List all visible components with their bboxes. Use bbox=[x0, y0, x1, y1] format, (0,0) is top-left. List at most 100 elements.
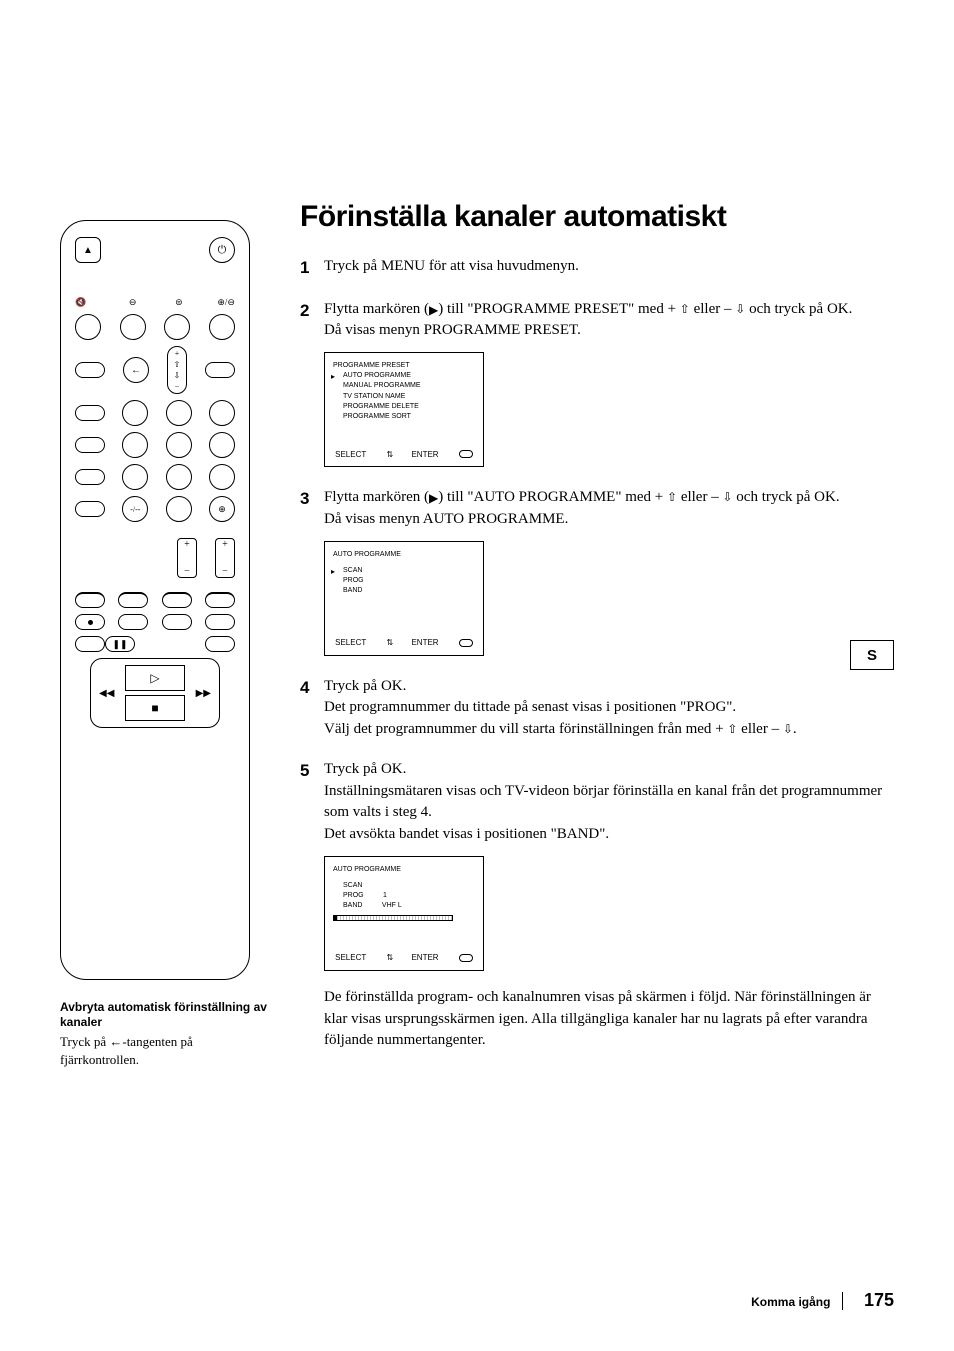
step-text: Inställningsmätaren visas och TV-videon … bbox=[324, 781, 894, 825]
step-number: 1 bbox=[300, 256, 324, 281]
screen-line: AUTO PROGRAMME bbox=[343, 371, 475, 381]
screen-line: BAND VHF L bbox=[343, 901, 475, 911]
sidenote: Avbryta automatisk förinställning av kan… bbox=[60, 1000, 270, 1068]
remote-btn-icon bbox=[120, 314, 146, 340]
step-2: 2 Flytta markören (▶) till "PROGRAMME PR… bbox=[300, 299, 894, 470]
step-number: 5 bbox=[300, 759, 324, 1052]
step-text: Flytta markören (▶) till "AUTO PROGRAMME… bbox=[324, 487, 894, 509]
remote-num-icon bbox=[209, 400, 235, 426]
remote-num-icon bbox=[122, 432, 148, 458]
pause-button-icon: ❚❚ bbox=[105, 636, 135, 652]
remote-btn-icon bbox=[75, 636, 105, 652]
remote-num-icon bbox=[209, 464, 235, 490]
footer-section: Komma igång bbox=[751, 1295, 830, 1309]
cursor-icon: ▸ bbox=[331, 566, 335, 578]
remote-num-icon: ⊕ bbox=[209, 496, 235, 522]
remote-btn-icon bbox=[75, 405, 105, 421]
left-column: ▲ ⏻ 🔇⊖⊜⊕/⊖ ← +⇧⇩− -/--⊕ bbox=[60, 220, 270, 980]
footer-page-number: 175 bbox=[864, 1290, 894, 1310]
screen-line: MANUAL PROGRAMME bbox=[343, 381, 475, 391]
remote-num-icon bbox=[166, 432, 192, 458]
step-text: Tryck på OK. bbox=[324, 759, 894, 781]
stop-button-icon: ■ bbox=[125, 695, 185, 721]
rewind-icon: ◀◀ bbox=[99, 688, 114, 699]
screen-auto-programme: AUTO PROGRAMME ▸ SCAN PROG BAND SELECT⇅E… bbox=[324, 541, 484, 656]
play-button-icon: ▷ bbox=[125, 665, 185, 691]
remote-btn-icon bbox=[162, 614, 192, 630]
final-paragraph: De förinställda program- och kanalnumren… bbox=[324, 987, 894, 1052]
step-text: Flytta markören (▶) till "PROGRAMME PRES… bbox=[324, 299, 894, 321]
step-text: Tryck på OK. bbox=[324, 676, 894, 698]
ffwd-icon: ▶▶ bbox=[196, 688, 211, 699]
updown-icon: ⇅ bbox=[387, 449, 392, 461]
cursor-icon: ▸ bbox=[331, 371, 335, 383]
screen-programme-preset: PROGRAMME PRESET ▸ AUTO PROGRAMME MANUAL… bbox=[324, 352, 484, 467]
remote-btn-icon: ← bbox=[123, 357, 149, 383]
step-1: 1 Tryck på MENU för att visa huvudmenyn. bbox=[300, 256, 894, 281]
sidenote-heading: Avbryta automatisk förinställning av kan… bbox=[60, 1000, 270, 1030]
remote-btn-icon bbox=[75, 592, 105, 608]
remote-num-icon bbox=[122, 400, 148, 426]
remote-illustration: ▲ ⏻ 🔇⊖⊜⊕/⊖ ← +⇧⇩− -/--⊕ bbox=[60, 220, 250, 980]
language-side-tab: S bbox=[850, 640, 894, 670]
remote-btn-icon bbox=[205, 592, 235, 608]
remote-num-icon bbox=[166, 496, 192, 522]
step-text: Välj det programnummer du vill starta fö… bbox=[324, 719, 894, 741]
step-text: Tryck på MENU för att visa huvudmenyn. bbox=[324, 256, 894, 281]
ok-oval-icon bbox=[459, 954, 473, 962]
nav-up-down-icon: +⇧⇩− bbox=[167, 346, 187, 394]
footer-divider bbox=[842, 1292, 843, 1310]
remote-btn-icon bbox=[205, 614, 235, 630]
step-number: 4 bbox=[300, 676, 324, 741]
remote-btn-icon bbox=[75, 501, 105, 517]
main-content: Förinställa kanaler automatiskt 1 Tryck … bbox=[300, 200, 894, 1052]
updown-icon: ⇅ bbox=[387, 637, 392, 649]
remote-num-icon bbox=[166, 400, 192, 426]
sidenote-body: Tryck på ←-tangenten på fjärrkontrollen. bbox=[60, 1033, 270, 1068]
step-4: 4 Tryck på OK. Det programnummer du titt… bbox=[300, 676, 894, 741]
step-number: 2 bbox=[300, 299, 324, 470]
screen-line: PROG 1 bbox=[343, 891, 475, 901]
eject-button-icon: ▲ bbox=[75, 237, 101, 263]
volume-rocker-icon: +− bbox=[177, 538, 197, 578]
remote-btn-icon bbox=[118, 614, 148, 630]
remote-num-icon bbox=[209, 432, 235, 458]
screen-line: PROGRAMME DELETE bbox=[343, 402, 475, 412]
ok-oval-icon bbox=[459, 639, 473, 647]
screen-line: AUTO PROGRAMME bbox=[333, 550, 475, 560]
screen-line: PROGRAMME PRESET bbox=[333, 361, 475, 371]
transport-pad-icon: ◀◀ ▷ ■ ▶▶ bbox=[90, 658, 220, 728]
step-text: Det programnummer du tittade på senast v… bbox=[324, 697, 894, 719]
remote-btn-icon bbox=[118, 592, 148, 608]
step-5: 5 Tryck på OK. Inställningsmätaren visas… bbox=[300, 759, 894, 1052]
screen-line: SCAN bbox=[343, 566, 475, 576]
screen-line: TV STATION NAME bbox=[343, 392, 475, 402]
step-text: Då visas menyn AUTO PROGRAMME. bbox=[324, 509, 894, 531]
progress-bar bbox=[333, 915, 453, 921]
remote-btn-icon bbox=[75, 469, 105, 485]
step-text: Det avsökta bandet visas i positionen "B… bbox=[324, 824, 894, 846]
remote-btn-icon bbox=[75, 362, 105, 378]
channel-rocker-icon: +− bbox=[215, 538, 235, 578]
remote-btn-icon bbox=[75, 314, 101, 340]
screen-scanning: AUTO PROGRAMME SCAN PROG 1 BAND VHF L SE… bbox=[324, 856, 484, 971]
remote-num-icon: -/-- bbox=[122, 496, 148, 522]
screen-footer: SELECT⇅ENTER bbox=[325, 449, 483, 461]
remote-num-icon bbox=[166, 464, 192, 490]
screen-footer: SELECT⇅ENTER bbox=[325, 952, 483, 964]
step-3: 3 Flytta markören (▶) till "AUTO PROGRAM… bbox=[300, 487, 894, 658]
step-number: 3 bbox=[300, 487, 324, 658]
page-footer: Komma igång 175 bbox=[751, 1290, 894, 1311]
remote-btn-icon bbox=[205, 362, 235, 378]
step-text: Då visas menyn PROGRAMME PRESET. bbox=[324, 320, 894, 342]
remote-btn-icon bbox=[205, 636, 235, 652]
screen-line: AUTO PROGRAMME bbox=[333, 865, 475, 875]
screen-line: SCAN bbox=[343, 881, 475, 891]
screen-line: PROG bbox=[343, 576, 475, 586]
screen-line: BAND bbox=[343, 586, 475, 596]
remote-btn-icon bbox=[164, 314, 190, 340]
screen-line: PROGRAMME SORT bbox=[343, 412, 475, 422]
rec-button-icon bbox=[75, 614, 105, 630]
power-button-icon: ⏻ bbox=[209, 237, 235, 263]
updown-icon: ⇅ bbox=[387, 952, 392, 964]
